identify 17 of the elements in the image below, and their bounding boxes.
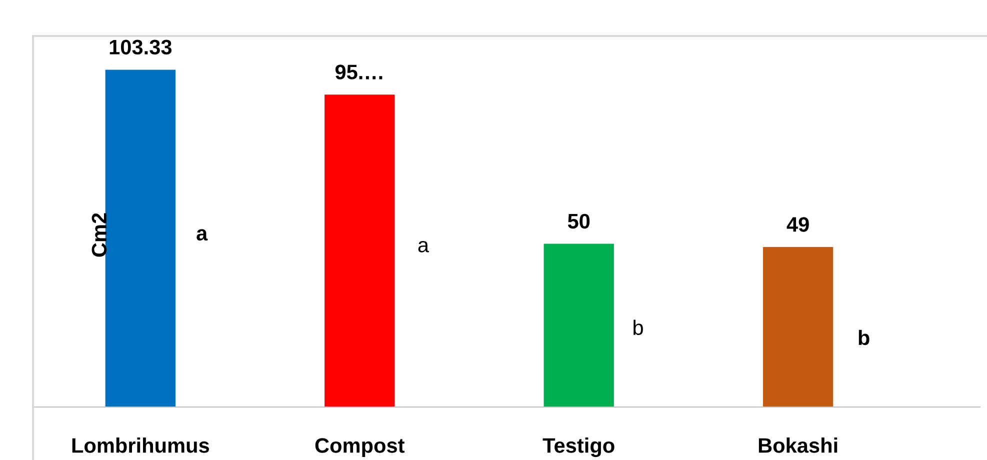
bar <box>324 94 395 407</box>
bar <box>105 70 176 407</box>
x-tick-label: Compost <box>315 438 405 457</box>
data-label: 50 <box>568 214 590 229</box>
annotation: a <box>196 229 208 241</box>
bar <box>544 244 614 407</box>
annotation: b <box>858 330 870 346</box>
x-tick-label: Bokashi <box>758 438 838 453</box>
x-tick-label: Lombrihumus <box>72 438 210 453</box>
x-tick-label: Testigo <box>542 438 614 458</box>
data-label: 95.… <box>335 64 382 80</box>
data-label: 49 <box>786 217 809 232</box>
data-label: 103.33 <box>110 40 172 55</box>
annotation: a <box>418 240 429 252</box>
annotation: b <box>634 320 643 336</box>
y-axis-title: Cm2 <box>92 213 107 257</box>
bar <box>762 247 834 407</box>
